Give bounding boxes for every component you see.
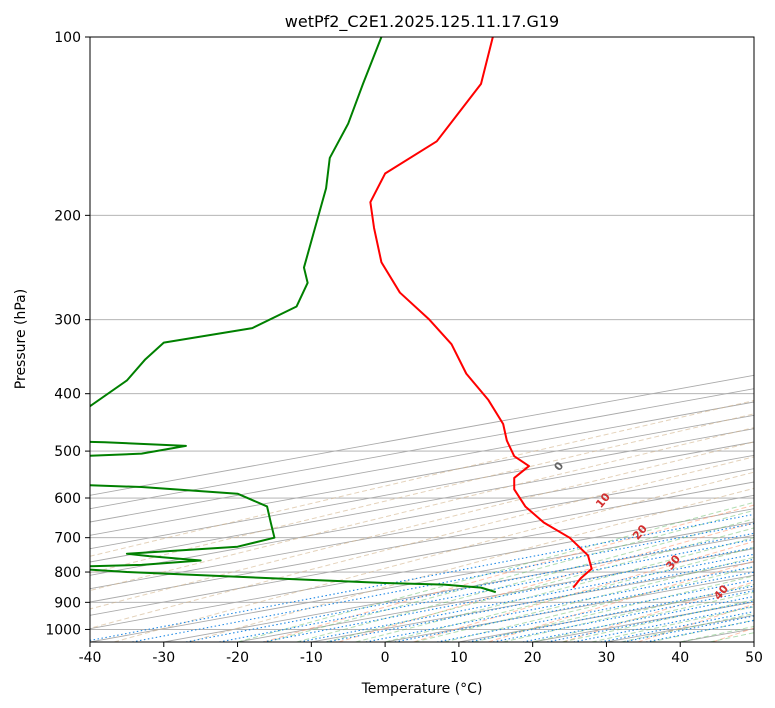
y-tick-label: 1000 — [45, 622, 81, 638]
isopleth-labels: 0.10.20.40.611.52346810131620253036-100-… — [551, 459, 731, 602]
dry-adiabat-line — [263, 504, 754, 642]
y-tick-label: 100 — [54, 30, 81, 46]
moist-adiabat-line — [266, 509, 754, 642]
dry-adiabat-line — [188, 487, 754, 642]
y-tick-label: 400 — [54, 387, 81, 403]
x-tick-label: -10 — [300, 650, 323, 666]
x-tick-label: -20 — [226, 650, 249, 666]
x-tick-label: 20 — [524, 650, 542, 666]
mixing-ratio-line — [522, 595, 754, 642]
mixing-ratio-line — [492, 590, 754, 642]
isotherm-line — [90, 454, 754, 576]
x-tick-label: 40 — [671, 650, 689, 666]
dry-adiabat-lines — [90, 400, 754, 642]
y-tick-label: 200 — [54, 208, 81, 224]
isotherm-line — [237, 548, 754, 642]
dry-adiabat-line — [712, 627, 754, 642]
plot-frame — [89, 36, 755, 643]
mixing-ratio-line — [645, 619, 754, 642]
dry-adiabat-line — [90, 413, 754, 574]
y-tick-label: 900 — [54, 595, 81, 611]
isotherm-line — [90, 428, 754, 550]
x-tick-label: -30 — [152, 650, 175, 666]
dry-adiabat-line — [90, 456, 754, 629]
moist-adiabat-line — [414, 556, 754, 642]
dry-adiabat-line — [338, 522, 754, 642]
y-tick-label: 300 — [54, 313, 81, 329]
moist-adiabat-line — [355, 536, 754, 642]
isotherm-line — [680, 628, 754, 642]
dry-adiabat-line — [90, 441, 754, 610]
x-tick-label: 30 — [598, 650, 616, 666]
moist-adiabat-line — [444, 566, 754, 642]
isotherm-line — [90, 508, 754, 630]
isotherm-line — [753, 641, 754, 642]
y-tick-label: 500 — [54, 444, 81, 460]
moist-adiabat-line — [709, 632, 754, 642]
mixing-ratio-line — [90, 513, 754, 642]
isotherm-line — [90, 494, 754, 616]
mixing-ratio-line — [600, 611, 754, 642]
dry-adiabat-line — [114, 471, 754, 642]
moist-adiabat-line — [562, 599, 754, 642]
mixing-ratio-lines — [90, 513, 754, 642]
x-axis-label: Temperature (°C) — [361, 681, 483, 697]
moist-adiabat-line — [680, 625, 754, 642]
y-tick-label: 600 — [54, 491, 81, 507]
isotherm-line — [90, 521, 754, 642]
mixing-ratio-line — [546, 600, 754, 642]
isotherm-line — [90, 481, 754, 603]
x-axis-ticks: -40 -30 -20 -10 0 10 20 30 40 50 — [79, 642, 763, 666]
temperature-line — [369, 37, 593, 589]
mixing-ratio-line — [394, 571, 754, 642]
sounding-series — [90, 37, 593, 594]
moist-adiabat-label: 10 — [593, 490, 613, 510]
mixing-ratio-line — [185, 532, 754, 642]
moist-adiabat-lines — [237, 501, 754, 642]
moist-adiabat-line — [503, 583, 754, 642]
x-tick-label: 50 — [745, 650, 763, 666]
isotherm-line — [90, 441, 754, 563]
mixing-ratio-line — [219, 538, 754, 642]
mixing-ratio-line — [365, 566, 754, 642]
pressure-grid-lines — [90, 37, 754, 630]
dry-adiabat-line — [488, 560, 754, 642]
y-tick-label: 700 — [54, 531, 81, 547]
moist-adiabat-label: 30 — [663, 552, 683, 572]
dry-adiabat-line — [90, 400, 754, 557]
x-tick-label: -40 — [79, 650, 102, 666]
mixing-ratio-line — [573, 605, 754, 642]
plot-area: 0.10.20.40.611.52346810131620253036-100-… — [90, 37, 754, 642]
moist-adiabat-line — [296, 518, 754, 642]
x-tick-label: 0 — [381, 650, 390, 666]
isotherm-line — [163, 534, 754, 642]
moist-adiabat-line — [325, 527, 754, 642]
moist-adiabat-line — [384, 546, 754, 642]
moist-adiabat-label: 0 — [551, 459, 566, 473]
mixing-ratio-line — [262, 546, 754, 642]
y-axis-ticks: 100 200 300 400 500 600 700 800 900 1000 — [45, 30, 90, 638]
moist-adiabat-line — [621, 612, 754, 642]
y-tick-label: 800 — [54, 565, 81, 581]
dewpoint-line — [90, 37, 497, 594]
x-tick-label: 10 — [450, 650, 468, 666]
chart-title: wetPf2_C2E1.2025.125.11.17.G19 — [285, 12, 559, 32]
mixing-ratio-line — [623, 615, 754, 642]
y-axis-label: Pressure (hPa) — [13, 289, 29, 389]
moist-adiabat-line — [237, 501, 754, 642]
isotherm-line — [458, 588, 754, 642]
mixing-ratio-line — [467, 585, 754, 642]
moist-adiabat-line — [591, 606, 754, 642]
dry-adiabat-line — [90, 427, 754, 592]
